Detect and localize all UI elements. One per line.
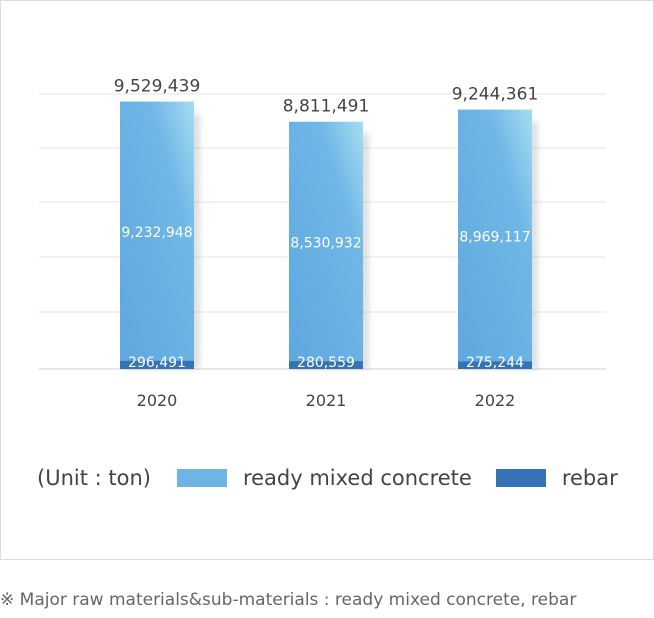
stacked-bar-chart: 9,529,439 9,232,948 296,491 2020 8,811,491 8,… xyxy=(39,77,606,410)
rebar-value-label-2021: 280,559 xyxy=(297,355,355,371)
total-label-2020: 9,529,439 xyxy=(114,77,201,97)
bar-rebar-2022 xyxy=(458,361,532,369)
bar-concrete-2020 xyxy=(120,101,194,361)
legend-item-rebar: rebar xyxy=(495,466,618,490)
bar-rebar-2021 xyxy=(289,361,363,369)
x-tick-label-2021: 2021 xyxy=(306,391,347,410)
legend-label-concrete: ready mixed concrete xyxy=(242,466,472,490)
concrete-value-label-2022: 8,969,117 xyxy=(459,229,530,245)
total-label-2021: 8,811,491 xyxy=(283,97,370,117)
x-tick-label-2020: 2020 xyxy=(137,391,178,410)
legend-item-concrete: ready mixed concrete xyxy=(176,466,472,490)
legend-swatch-concrete xyxy=(176,469,227,487)
concrete-value-label-2020: 9,232,948 xyxy=(121,225,192,241)
legend: (Unit : ton) ready mixed concrete rebar xyxy=(37,461,642,495)
bar-concrete-2022 xyxy=(458,109,532,362)
bar-concrete-2021 xyxy=(289,121,363,362)
rebar-value-label-2022: 275,244 xyxy=(466,355,524,371)
chart-panel: 9,529,439 9,232,948 296,491 2020 8,811,491 8,… xyxy=(0,0,654,560)
concrete-value-label-2021: 8,530,932 xyxy=(290,235,361,251)
rebar-value-label-2020: 296,491 xyxy=(128,355,186,371)
x-tick-label-2022: 2022 xyxy=(475,391,516,410)
unit-label: (Unit : ton) xyxy=(37,466,151,490)
bar-rebar-2020 xyxy=(120,360,194,369)
legend-swatch-rebar xyxy=(495,469,546,487)
total-label-2022: 9,244,361 xyxy=(452,85,539,105)
footnote: ※ Major raw materials&sub-materials : re… xyxy=(0,590,577,610)
legend-label-rebar: rebar xyxy=(561,466,618,490)
